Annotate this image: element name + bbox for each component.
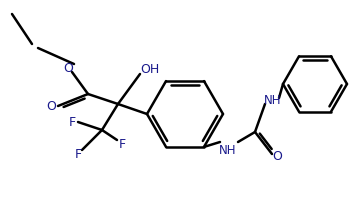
Text: F: F — [68, 115, 76, 129]
Text: NH: NH — [219, 143, 237, 157]
Text: O: O — [272, 149, 282, 163]
Text: O: O — [63, 61, 73, 75]
Text: OH: OH — [140, 63, 160, 75]
Text: F: F — [74, 147, 82, 161]
Text: O: O — [46, 99, 56, 113]
Text: NH: NH — [264, 93, 282, 107]
Text: F: F — [118, 137, 126, 151]
